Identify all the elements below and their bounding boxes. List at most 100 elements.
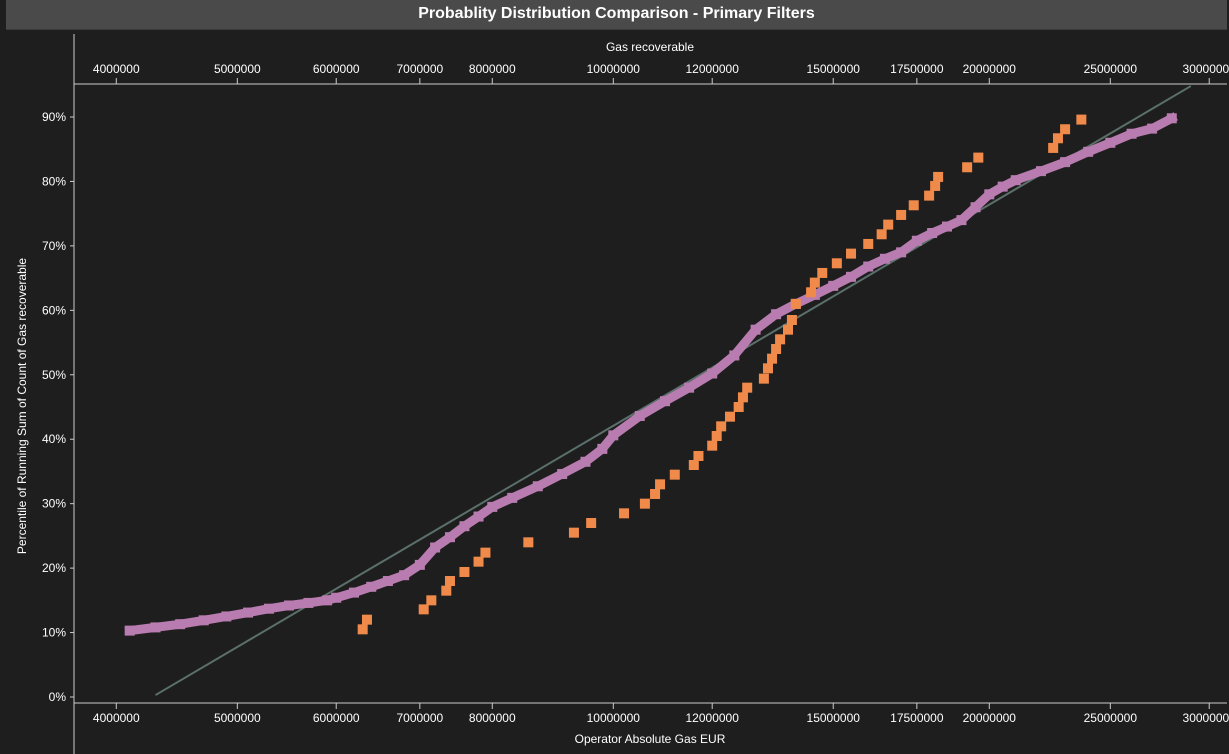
series-b-point [655,479,666,490]
series-b-point [693,450,704,461]
series-a-point [863,261,874,272]
series-b-point [883,219,894,230]
y-tick-label: 60% [42,303,66,317]
bottom-x-tick-label: 4000000 [93,711,140,725]
series-b-point [831,258,842,269]
series-b-point [669,469,680,480]
series-b-point [733,402,744,412]
series-b-point [924,190,935,201]
top-x-tick-label: 4000000 [93,62,140,76]
series-b-point [762,363,773,374]
series-a-point [597,443,608,454]
series-a-point [430,542,441,553]
top-x-tick-label: 10000000 [587,62,641,76]
series-a-point [263,603,274,614]
series-a-point [198,615,209,626]
series-b-point [1060,124,1071,135]
series-b-point [716,421,727,432]
series-a-point [729,350,740,361]
series-b-point [568,527,579,538]
series-b-point [786,315,797,325]
series-a-point [414,559,425,570]
series-b-point [908,200,919,211]
series-a-point [382,576,393,586]
series-b-point [783,324,794,335]
series-a-point [1060,157,1071,168]
chart-title-bar: Probablity Distribution Comparison - Pri… [6,0,1227,30]
series-b-point [817,267,828,278]
series-b-point [771,344,782,354]
y-tick-label: 0% [49,690,67,704]
series-b-point [790,298,801,309]
series-a-point [879,253,890,264]
bottom-x-tick-label: 6000000 [313,711,360,725]
series-a-point [927,228,938,238]
series-a-point [608,430,619,441]
series-a-point [1010,175,1021,186]
series-b-point [742,382,753,393]
series-b-point [480,547,491,558]
series-b-point [707,440,718,451]
series-a-point [828,280,839,291]
bottom-x-tick-label: 10000000 [587,711,641,725]
series-b-point [775,334,786,345]
series-b-point [809,277,820,288]
series-b-point [876,229,887,240]
series-a-point [896,247,907,258]
series-b-point [973,152,984,163]
top-x-tick-label: 7000000 [396,62,443,76]
series-a-point [580,456,591,467]
top-x-tick-label: 17500000 [890,62,944,76]
trend-line [155,85,1192,696]
series-a-point [532,481,543,492]
series-b-point [758,373,769,384]
series-b-point [459,566,470,577]
series-a-point [487,501,498,512]
series-a-point [911,235,922,246]
series-a-point [956,215,967,226]
x-axis-title: Operator Absolute Gas EUR [575,732,726,746]
y-tick-label: 10% [42,626,66,640]
series-a-point [284,600,295,611]
series-a-point [707,368,718,379]
top-x-tick-label: 12000000 [686,62,740,76]
series-a-point [221,611,232,622]
series-b-point [357,624,368,635]
bottom-x-tick-label: 15000000 [807,711,861,725]
y-tick-label: 70% [42,239,66,253]
series-a-point [444,532,455,543]
series-a-point [997,181,1008,192]
series-a-point [322,595,333,606]
series-b-point [586,518,597,528]
series-a-point [366,581,377,592]
bottom-x-tick-label: 8000000 [469,711,516,725]
series-a-point [557,469,568,480]
series-b-point [737,392,748,403]
series-b-point [650,489,661,499]
series-b-point [688,460,699,470]
series-b-point [896,209,907,220]
series-a-point [634,411,645,422]
series-a-point [1126,128,1137,139]
bottom-x-tick-label: 20000000 [963,711,1017,725]
bottom-x-tick-label: 17500000 [890,711,944,725]
series-b-point [846,248,857,259]
series-a-point [1166,113,1177,124]
series-b-point [441,585,452,596]
chart-title: Probablity Distribution Comparison - Pri… [418,5,815,22]
series-a-point [1083,146,1094,157]
top-x-tick-label: 25000000 [1084,62,1138,76]
y-tick-label: 50% [42,368,66,382]
series-b-point [711,431,722,441]
series-b-point [1048,142,1059,153]
bottom-x-tick-label: 25000000 [1084,711,1138,725]
series-b-point [1076,114,1087,125]
series-a-point [473,511,484,522]
series-a-point [750,324,761,335]
series-a-point [150,622,161,633]
series-a-point [303,597,314,608]
y-tick-label: 80% [42,174,66,188]
top-x-tick-label: 5000000 [214,62,261,76]
